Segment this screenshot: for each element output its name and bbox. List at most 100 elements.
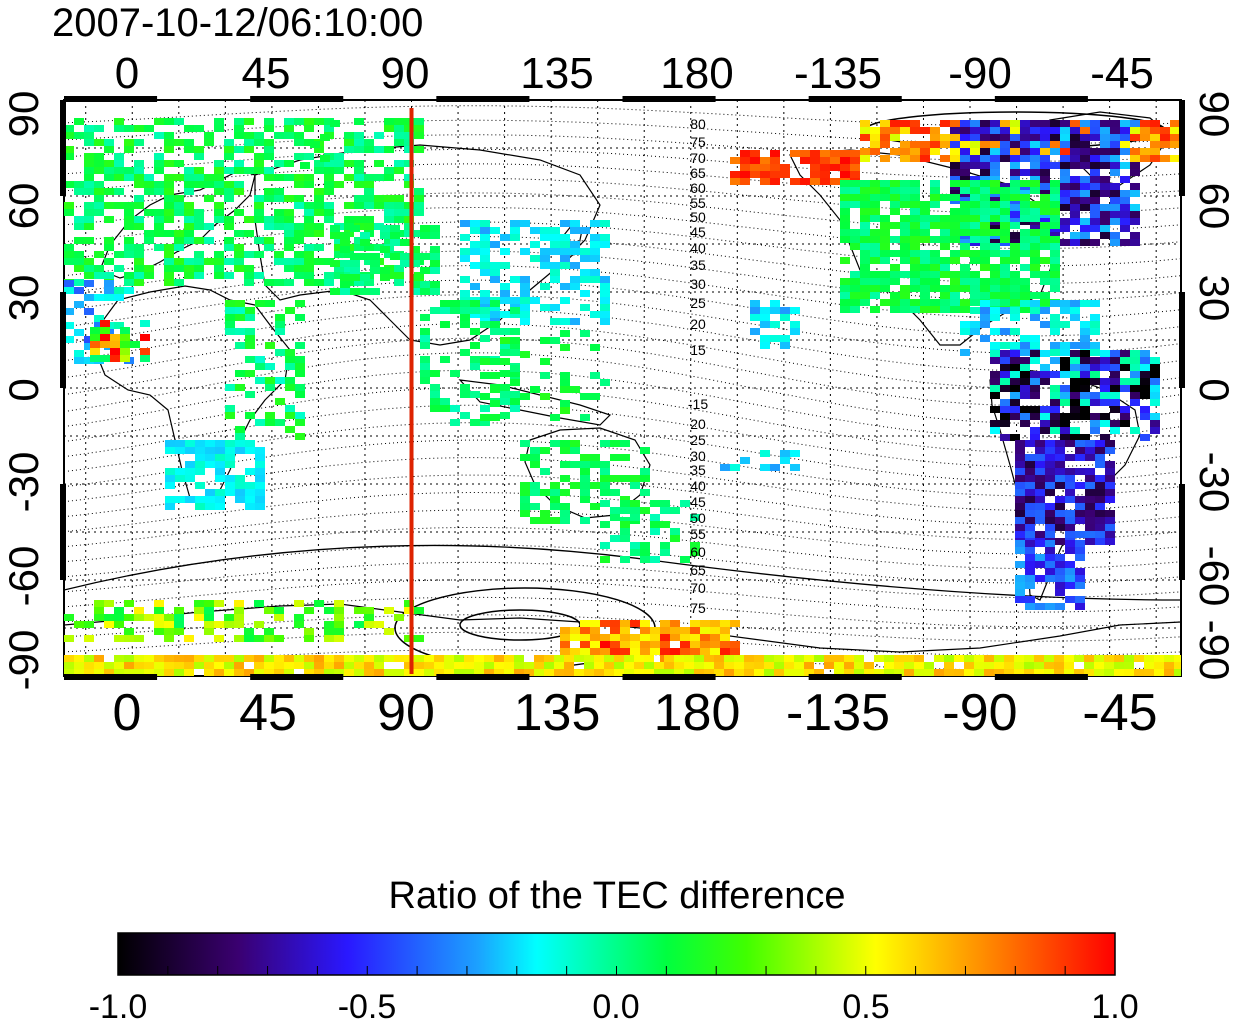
tec-cell bbox=[1045, 554, 1055, 561]
tec-cell bbox=[1065, 475, 1075, 482]
tec-cell bbox=[225, 405, 235, 412]
tec-cell bbox=[560, 297, 570, 304]
tec-cell bbox=[84, 125, 94, 132]
tec-cell bbox=[860, 285, 870, 292]
tec-cell bbox=[334, 167, 344, 174]
tec-cell bbox=[480, 335, 490, 342]
tec-cell bbox=[920, 127, 930, 134]
tec-cell bbox=[304, 139, 314, 146]
tec-cell bbox=[570, 262, 580, 269]
tec-cell bbox=[444, 669, 454, 676]
tec-cell bbox=[900, 215, 910, 222]
tec-cell bbox=[234, 251, 244, 258]
tec-cell bbox=[640, 634, 650, 641]
tec-cell bbox=[770, 335, 780, 342]
tec-cell bbox=[490, 321, 500, 328]
tec-cell bbox=[370, 253, 380, 260]
tec-cell bbox=[1140, 413, 1150, 420]
axis-bar-top bbox=[994, 96, 1088, 102]
tec-cell bbox=[1150, 357, 1160, 364]
tec-cell bbox=[1010, 134, 1020, 141]
left-lat-label: -90 bbox=[0, 630, 47, 691]
tec-cell bbox=[354, 621, 364, 628]
tec-cell bbox=[870, 292, 880, 299]
tec-cell bbox=[140, 348, 150, 355]
tec-cell bbox=[154, 662, 164, 669]
tec-cell bbox=[274, 258, 284, 265]
tec-cell bbox=[245, 496, 255, 503]
tec-cell bbox=[870, 306, 880, 313]
tec-cell bbox=[820, 178, 830, 185]
tec-cell bbox=[1010, 271, 1020, 278]
tec-cell bbox=[164, 662, 174, 669]
tec-cell bbox=[354, 279, 364, 286]
tec-cell bbox=[124, 272, 134, 279]
tec-cell bbox=[610, 648, 620, 655]
tec-cell bbox=[500, 384, 510, 391]
tec-cell bbox=[540, 304, 550, 311]
tec-cell bbox=[640, 620, 650, 627]
tec-cell bbox=[584, 655, 594, 662]
tec-cell bbox=[174, 655, 184, 662]
tec-cell bbox=[164, 118, 174, 125]
tec-cell bbox=[1030, 427, 1040, 434]
tec-cell bbox=[304, 223, 314, 230]
tec-cell bbox=[1040, 420, 1050, 427]
tec-cell bbox=[910, 264, 920, 271]
tec-cell bbox=[174, 139, 184, 146]
tec-cell bbox=[274, 132, 284, 139]
tec-cell bbox=[580, 393, 590, 400]
tec-cell bbox=[470, 248, 480, 255]
tec-cell bbox=[175, 468, 185, 475]
tec-cell bbox=[1100, 357, 1110, 364]
tec-cell bbox=[214, 216, 224, 223]
tec-cell bbox=[414, 209, 424, 216]
tec-cell bbox=[970, 141, 980, 148]
tec-cell bbox=[1045, 517, 1055, 524]
tec-cell bbox=[334, 600, 344, 607]
tec-cell bbox=[530, 297, 540, 304]
tec-cell bbox=[580, 627, 590, 634]
tec-cell bbox=[560, 634, 570, 641]
tec-cell bbox=[1040, 427, 1050, 434]
tec-cell bbox=[64, 244, 74, 251]
tec-cell bbox=[124, 244, 134, 251]
tec-cell bbox=[1055, 575, 1065, 582]
tec-cell bbox=[234, 230, 244, 237]
tec-cell bbox=[304, 635, 314, 642]
tec-cell bbox=[470, 342, 480, 349]
tec-cell bbox=[1020, 120, 1030, 127]
tec-cell bbox=[890, 236, 900, 243]
tec-cell bbox=[990, 264, 1000, 271]
tec-cell bbox=[600, 500, 610, 507]
tec-cell bbox=[510, 220, 520, 227]
tec-cell bbox=[364, 195, 374, 202]
tec-cell bbox=[1000, 406, 1010, 413]
tec-cell bbox=[184, 655, 194, 662]
tec-cell bbox=[164, 132, 174, 139]
tec-cell bbox=[860, 155, 870, 162]
tec-cell bbox=[295, 356, 305, 363]
tec-cell bbox=[890, 208, 900, 215]
tec-cell bbox=[980, 162, 990, 169]
tec-cell bbox=[590, 234, 600, 241]
tec-cell bbox=[174, 160, 184, 167]
tec-cell bbox=[404, 139, 414, 146]
tec-cell bbox=[144, 272, 154, 279]
tec-cell bbox=[1144, 662, 1154, 669]
tec-cell bbox=[884, 655, 894, 662]
tec-cell bbox=[90, 348, 100, 355]
tec-cell bbox=[120, 341, 130, 348]
tec-cell bbox=[500, 337, 510, 344]
tec-cell bbox=[244, 655, 254, 662]
tec-cell bbox=[184, 202, 194, 209]
tec-cell bbox=[1000, 434, 1010, 441]
tec-cell bbox=[560, 641, 570, 648]
tec-cell bbox=[890, 180, 900, 187]
tec-cell bbox=[404, 655, 414, 662]
tec-cell bbox=[1015, 496, 1025, 503]
tec-cell bbox=[244, 635, 254, 642]
tec-cell bbox=[1050, 180, 1060, 187]
tec-cell bbox=[74, 251, 84, 258]
tec-cell bbox=[964, 669, 974, 676]
